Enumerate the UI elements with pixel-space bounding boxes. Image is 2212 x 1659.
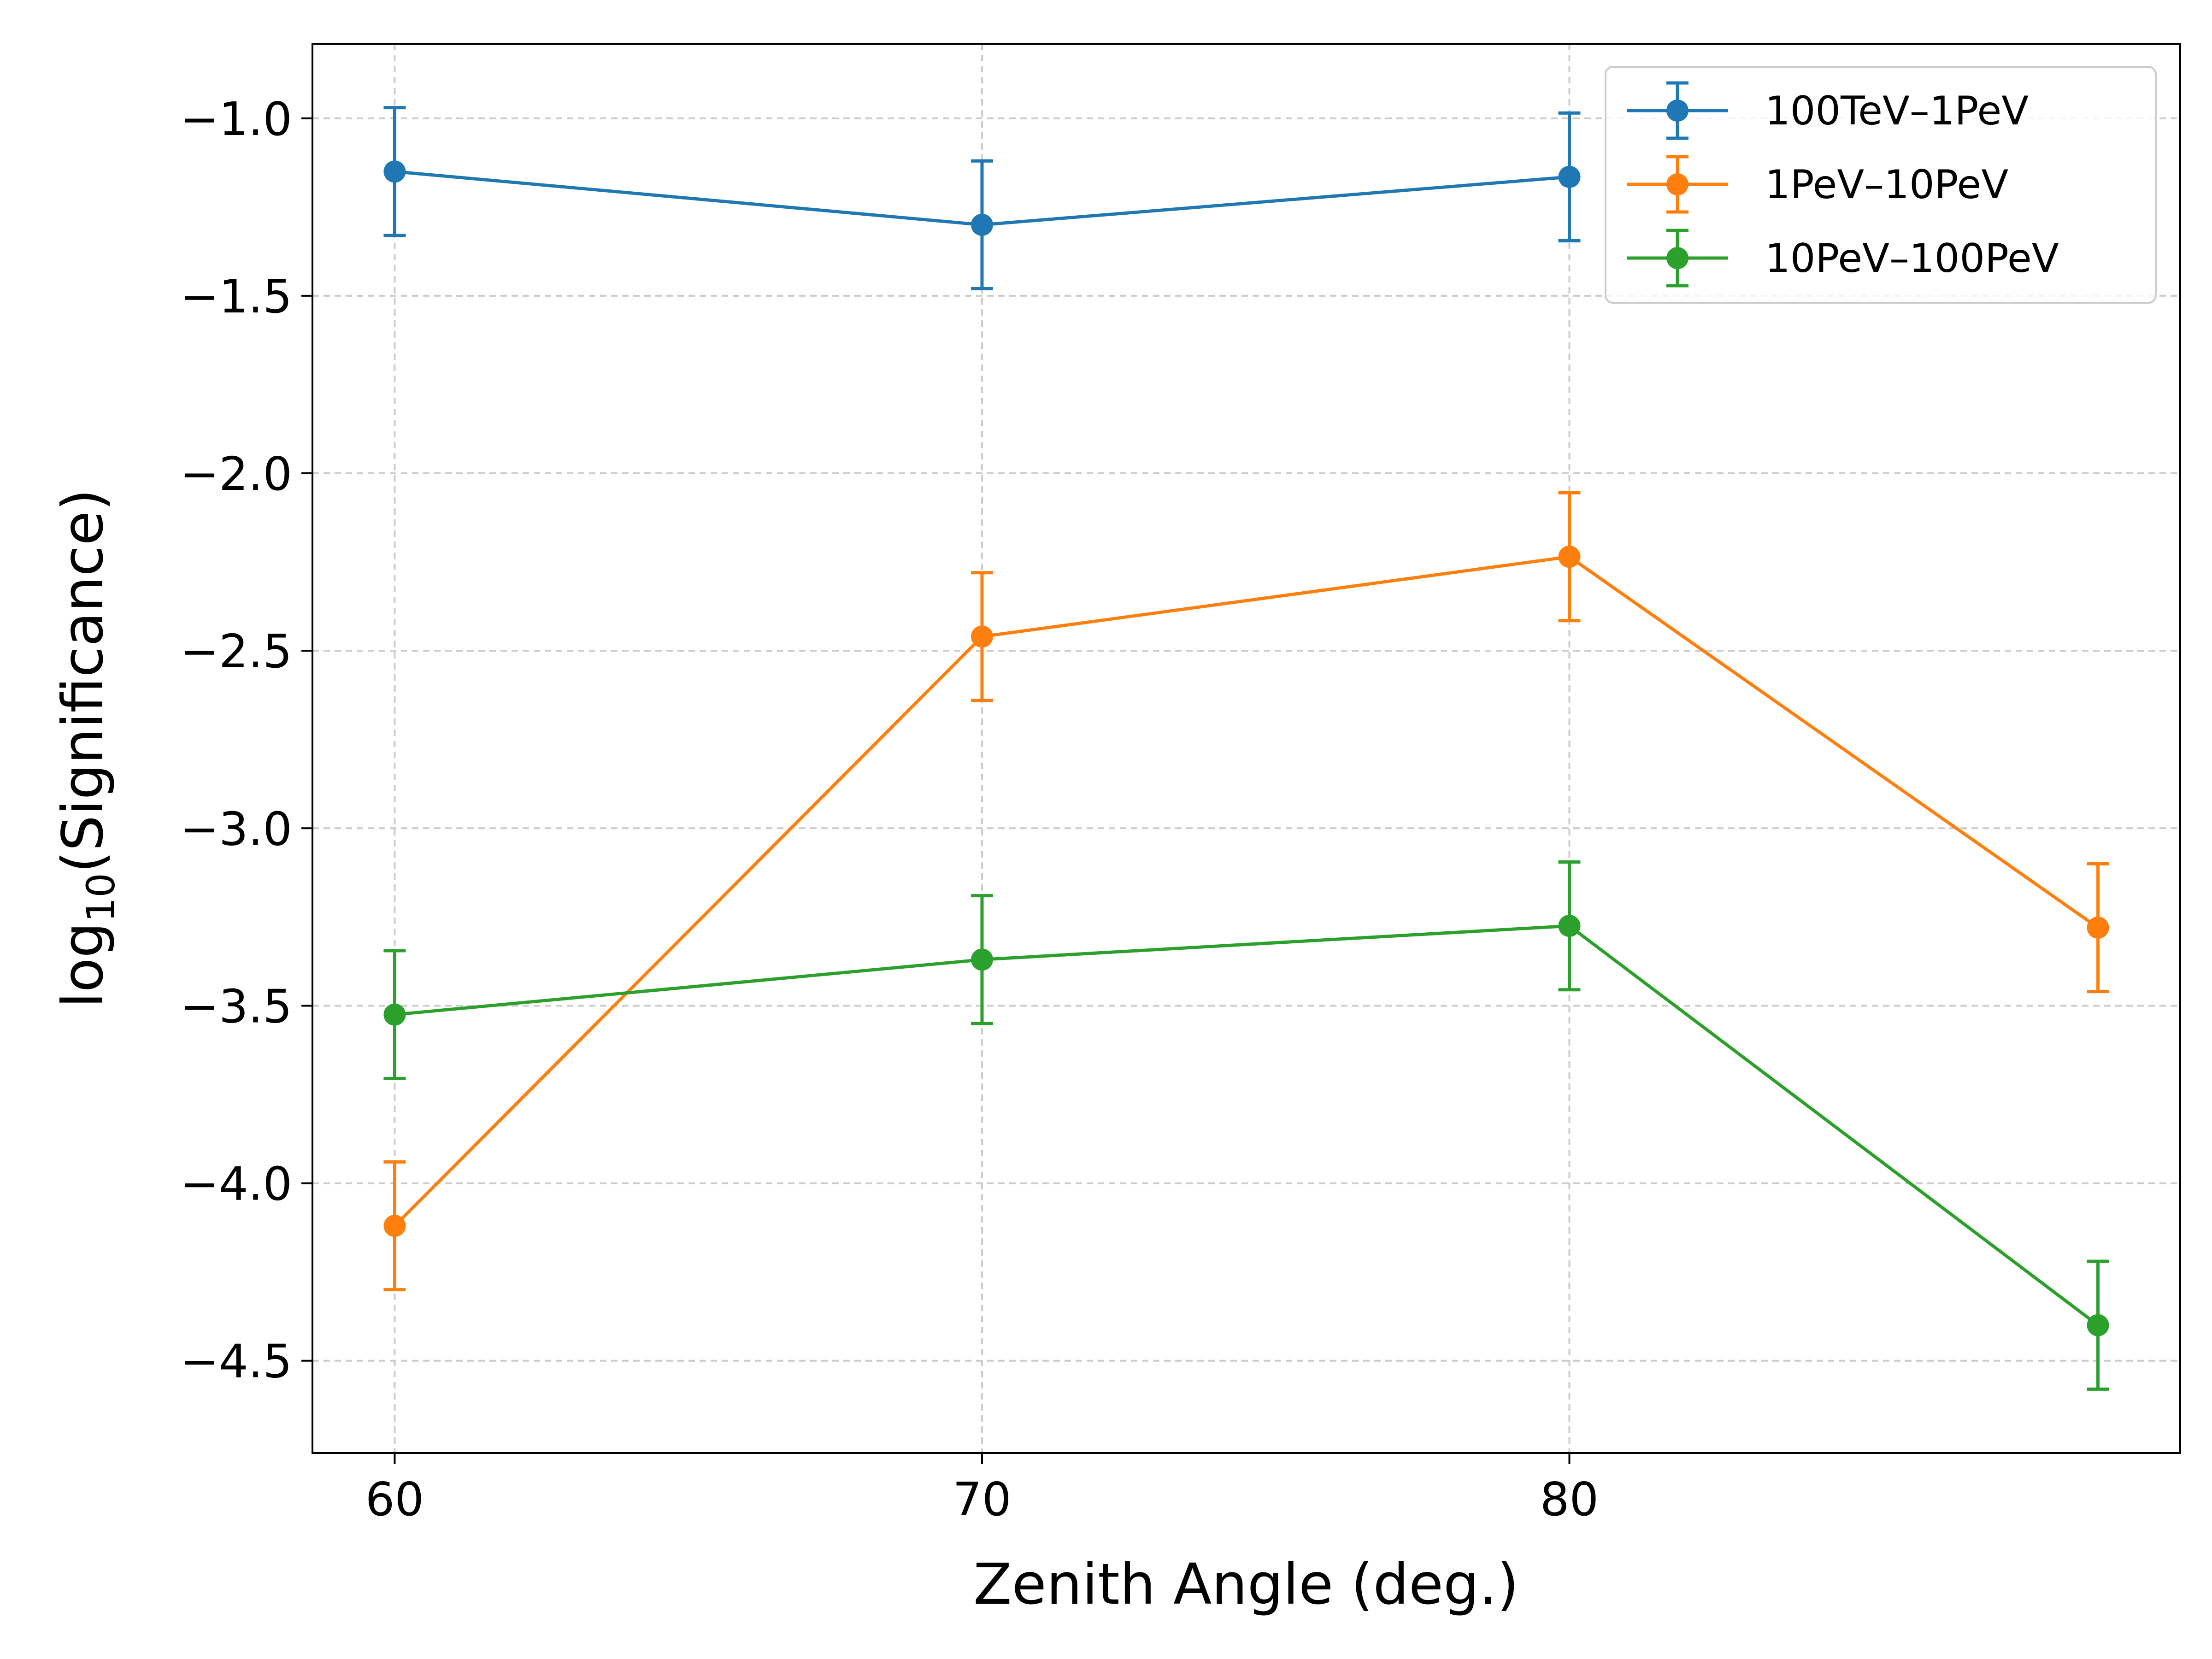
series-line [394,924,2099,1327]
legend-label: 1PeV–10PeV [1765,162,2008,208]
data-point [383,1003,406,1026]
y-axis-title-rest: (Significance) [50,489,116,873]
data-point [383,1215,406,1237]
legend: 100TeV–1PeV 1PeV–10PeV 10PeV–100PeV [1605,66,2157,304]
data-point [971,625,993,648]
axis-ticks: 60 70 80 −1.0 −1.5 −2.0 −2.5 −3.0 −3.5 −4.0 −4.5 [180,92,1599,1526]
series-2 [383,491,2109,1292]
y-tick-label: −1.5 [180,270,292,324]
series-3 [383,860,2109,1391]
data-point [2087,916,2109,939]
x-tick-label: 70 [953,1472,1011,1526]
grid [312,44,2180,1453]
x-axis-title: Zenith Angle (deg.) [973,1552,1519,1617]
y-tick-label: −1.0 [180,92,292,146]
data-point [971,213,993,236]
data-point [1558,915,1581,937]
legend-entry: 1PeV–10PeV [1627,155,2008,214]
y-tick-label: −2.0 [180,447,292,501]
series-1 [383,106,1581,290]
data-point [1558,546,1581,568]
legend-entry: 100TeV–1PeV [1627,81,2029,140]
legend-entry: 10PeV–100PeV [1627,229,2059,288]
y-tick-label: −3.5 [180,979,292,1033]
y-tick-label: −3.0 [180,802,292,856]
y-axis-title: log10(Significance) [50,489,124,1008]
legend-label: 100TeV–1PeV [1765,88,2029,134]
y-axis-title-main: log [50,922,116,1008]
legend-box [1605,66,2157,304]
data-point [383,160,406,183]
plot-frame [312,43,2181,1454]
y-axis-title-subscript: 10 [78,873,124,922]
series-line [393,555,2099,1227]
series-group [383,106,2109,1391]
y-tick-label: −2.5 [180,624,292,678]
y-tick-label: −4.0 [180,1157,292,1211]
x-tick-label: 60 [365,1472,424,1526]
data-point [2087,1314,2109,1336]
data-point [1558,165,1581,188]
legend-label: 10PeV–100PeV [1765,235,2059,282]
y-tick-label: −4.5 [180,1335,292,1388]
legend-swatch-marker [1666,173,1688,195]
legend-swatch-marker [1666,247,1688,269]
legend-swatch-marker [1666,100,1688,122]
x-tick-label: 80 [1540,1472,1599,1526]
data-point [971,948,993,971]
